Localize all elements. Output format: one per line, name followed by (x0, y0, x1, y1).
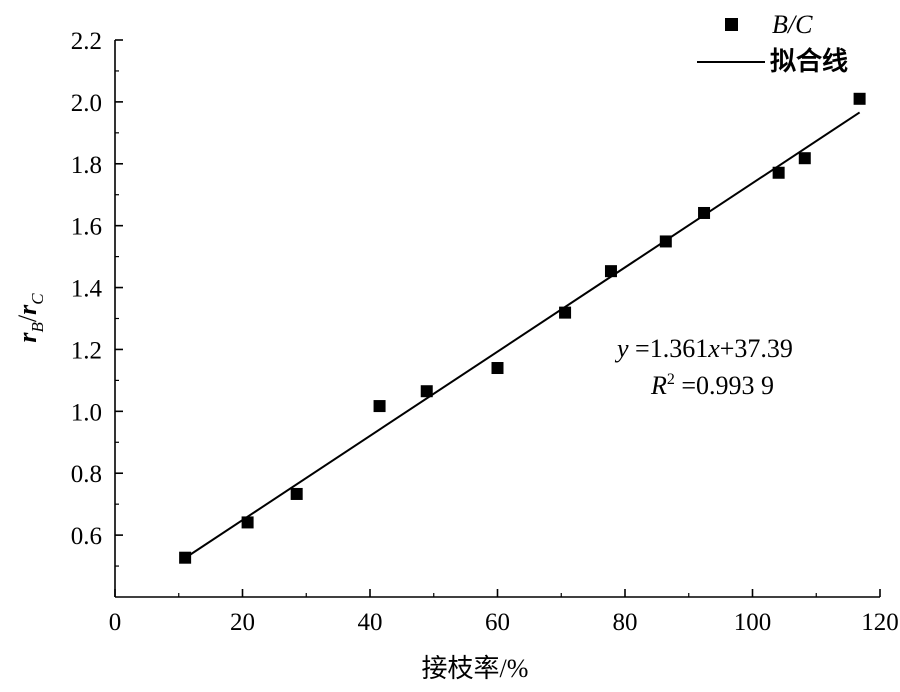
legend-label-series: B/C (772, 10, 813, 39)
y-tick-label: 1.6 (71, 214, 102, 241)
data-point (420, 385, 433, 398)
data-point (853, 92, 866, 105)
fit-annotation: y =1.361x+37.39 R2 =0.993 9 (614, 334, 793, 400)
data-point (659, 235, 672, 248)
data-point (772, 166, 785, 179)
data-point (491, 362, 504, 375)
data-point (798, 152, 811, 165)
y-tick-label: 1.4 (71, 276, 103, 303)
x-axis-title: 接枝率/% (422, 654, 529, 683)
y-tick-label: 2.2 (71, 28, 102, 55)
x-tick-label: 60 (485, 609, 510, 636)
y-tick-label: 1.2 (71, 337, 102, 364)
fit-r-squared: R2 =0.993 9 (650, 371, 774, 400)
data-point (559, 306, 572, 319)
legend: B/C 拟合线 (697, 10, 848, 76)
legend-label-fit: 拟合线 (770, 46, 848, 76)
data-point (179, 551, 192, 564)
y-tick-label: 0.6 (71, 523, 102, 550)
data-points-layer (179, 92, 866, 564)
fit-line (184, 111, 861, 559)
legend-marker-square (725, 18, 738, 31)
y-tick-label: 1.0 (71, 399, 102, 426)
x-tick-label: 20 (230, 609, 255, 636)
x-tick-label: 80 (613, 609, 638, 636)
x-tick-label: 0 (109, 609, 122, 636)
y-tick-label: 1.8 (71, 152, 102, 179)
y-axis-title: rB/rC (13, 293, 47, 343)
x-tick-label: 120 (861, 609, 899, 636)
data-point (604, 265, 617, 278)
fit-equation: y =1.361x+37.39 (614, 334, 793, 363)
fit-line-layer (184, 111, 861, 559)
data-point (698, 206, 711, 219)
data-point (241, 516, 254, 529)
data-point (373, 400, 386, 413)
ticks: 0 20 40 60 80 100 120 0.6 0.8 1.0 1.2 1.4 1.6 1.8 2.0 2… (71, 28, 899, 636)
data-point (290, 487, 303, 500)
x-tick-label: 100 (734, 609, 772, 636)
y-tick-label: 0.8 (71, 461, 102, 488)
x-tick-label: 40 (358, 609, 383, 636)
y-tick-label: 2.0 (71, 90, 102, 117)
axes (114, 40, 880, 598)
